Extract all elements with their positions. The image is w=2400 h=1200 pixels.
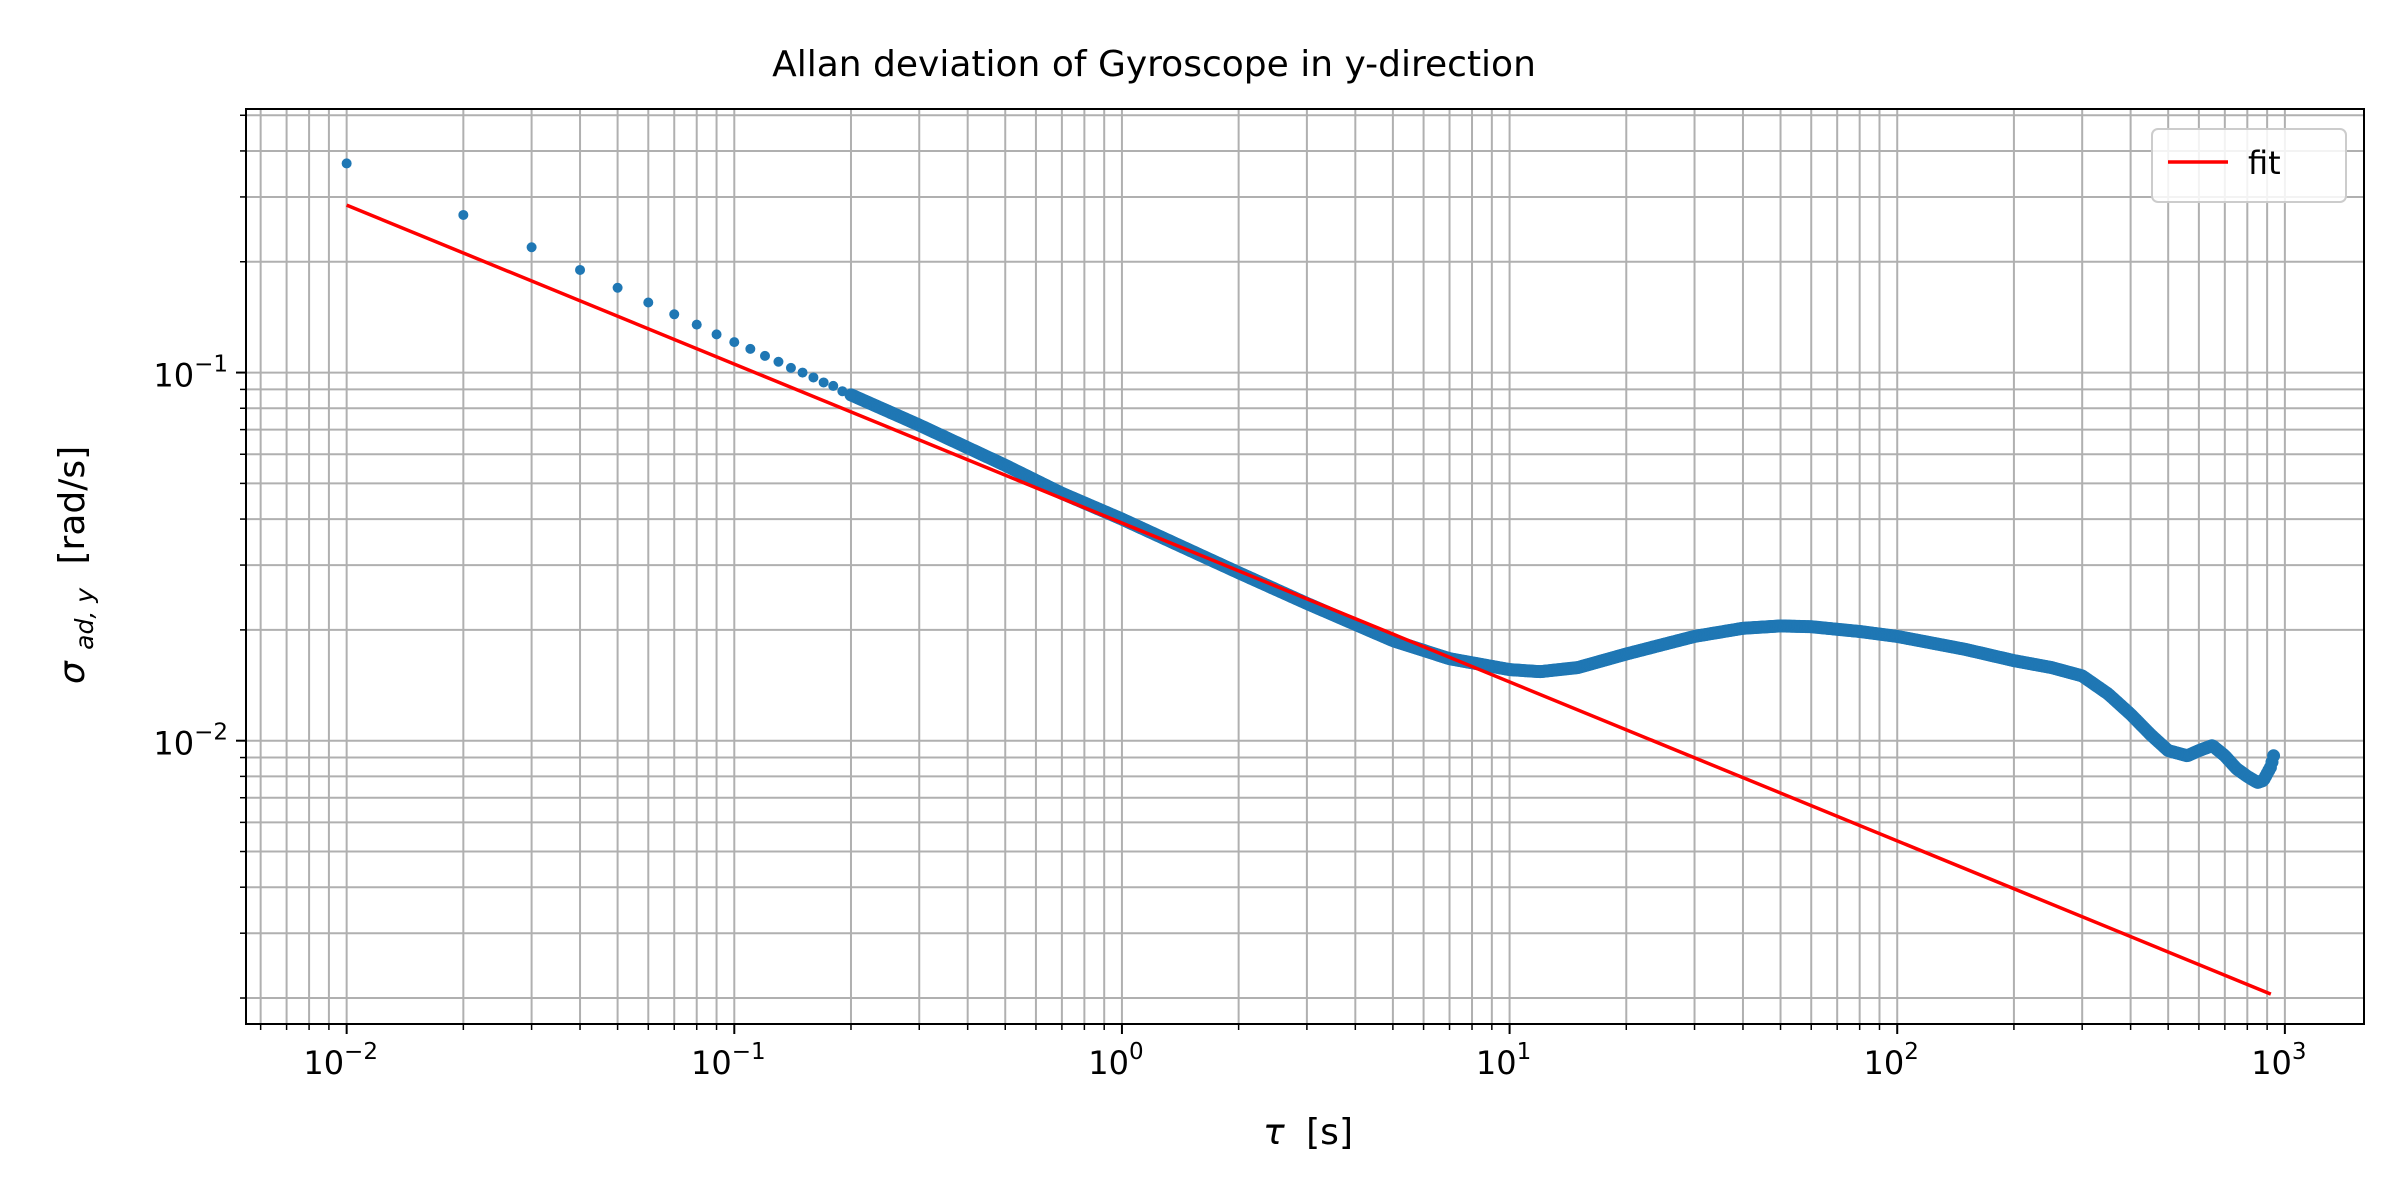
y-axis-label-symbol: σ <box>52 660 93 684</box>
data-point <box>773 356 784 367</box>
chart-title: Allan deviation of Gyroscope in y-direct… <box>772 44 1536 85</box>
y-axis-label-subscript: ad, y <box>70 587 99 650</box>
y-axis-label-units: [rad/s] <box>52 446 93 565</box>
grid-lines <box>246 109 2364 1024</box>
fit-line <box>345 203 2272 996</box>
data-point <box>785 362 796 373</box>
data-point <box>669 309 680 320</box>
data-point <box>526 242 537 253</box>
data-curve-marker <box>2267 749 2281 763</box>
x-tick-label: 102 <box>1864 1039 1919 1082</box>
axis-ticks: 10−2 10−1 100 101 102 103 10−1 10−2 <box>153 114 2307 1082</box>
data-point <box>828 380 839 391</box>
data-point <box>729 337 740 348</box>
y-tick-label: 10−2 <box>153 720 228 763</box>
x-tick-label: 101 <box>1476 1039 1531 1082</box>
data-point <box>341 158 352 169</box>
data-point <box>808 372 819 383</box>
data-point <box>643 297 654 308</box>
x-tick-label: 100 <box>1088 1039 1143 1082</box>
data-point <box>691 319 702 330</box>
legend-fit-label: fit <box>2248 144 2281 182</box>
legend: fit <box>2151 128 2347 203</box>
plot-area-frame <box>245 108 2365 1025</box>
y-axis-label: σ ad, y [rad/s] <box>52 446 102 684</box>
x-tick-label: 103 <box>2251 1039 2306 1082</box>
data-point <box>745 343 756 354</box>
x-axis-label-units: [s] <box>1306 1112 1353 1153</box>
data-point <box>759 350 770 361</box>
plot-series <box>341 158 2281 996</box>
x-tick-label: 10−1 <box>691 1039 766 1082</box>
data-point <box>797 367 808 378</box>
legend-box <box>2151 128 2347 203</box>
data-point <box>612 282 623 293</box>
y-tick-label: 10−1 <box>153 352 228 395</box>
data-point <box>845 389 856 400</box>
data-point <box>458 209 469 220</box>
x-axis-label-symbol: τ <box>1263 1112 1285 1153</box>
data-point <box>818 377 829 388</box>
data-point <box>711 329 722 340</box>
data-point <box>837 386 848 397</box>
x-tick-label: 10−2 <box>303 1039 378 1082</box>
x-axis-label: τ [s] <box>1263 1112 1353 1153</box>
data-point <box>575 264 586 275</box>
